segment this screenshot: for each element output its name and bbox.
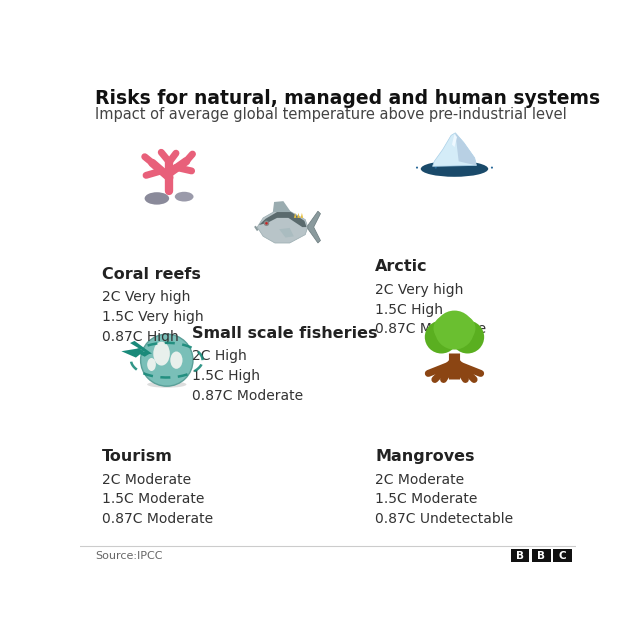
Polygon shape (433, 133, 476, 166)
Text: 0.87C Moderate: 0.87C Moderate (102, 512, 214, 526)
Text: 0.87C Moderate: 0.87C Moderate (191, 388, 303, 403)
Text: 2C Very high: 2C Very high (102, 290, 191, 304)
Polygon shape (301, 213, 303, 218)
Circle shape (433, 316, 460, 341)
Text: B: B (538, 551, 545, 561)
Ellipse shape (153, 342, 170, 365)
Circle shape (265, 222, 268, 225)
Circle shape (449, 316, 476, 341)
Polygon shape (294, 213, 296, 218)
FancyBboxPatch shape (553, 549, 572, 562)
Text: 0.87C Undetectable: 0.87C Undetectable (375, 512, 513, 526)
Text: 2C Moderate: 2C Moderate (375, 472, 464, 486)
Text: Source:IPCC: Source:IPCC (95, 551, 163, 561)
Text: Impact of average global temperature above pre-industrial level: Impact of average global temperature abo… (95, 108, 566, 122)
Text: 1.5C High: 1.5C High (191, 369, 260, 383)
Text: 2C Moderate: 2C Moderate (102, 472, 191, 486)
Polygon shape (297, 213, 300, 218)
Polygon shape (138, 351, 150, 356)
Text: 1.5C Very high: 1.5C Very high (102, 310, 204, 324)
Text: 0.87C High: 0.87C High (102, 330, 179, 344)
Circle shape (141, 334, 193, 386)
Polygon shape (130, 341, 152, 354)
Circle shape (425, 321, 458, 353)
Text: 1.5C Moderate: 1.5C Moderate (375, 492, 477, 506)
Ellipse shape (145, 192, 169, 205)
Circle shape (435, 310, 474, 349)
Ellipse shape (147, 358, 156, 371)
Polygon shape (279, 228, 294, 237)
Text: C: C (559, 551, 566, 561)
Circle shape (491, 166, 493, 169)
Polygon shape (273, 201, 291, 212)
Polygon shape (122, 349, 144, 358)
Circle shape (264, 221, 269, 226)
Text: 2C Very high: 2C Very high (375, 283, 463, 297)
FancyBboxPatch shape (511, 549, 529, 562)
Ellipse shape (420, 161, 488, 177)
Text: 0.87C Moderate: 0.87C Moderate (375, 322, 486, 336)
Text: Risks for natural, managed and human systems: Risks for natural, managed and human sys… (95, 89, 600, 108)
Ellipse shape (175, 192, 193, 202)
Text: Small scale fisheries: Small scale fisheries (191, 326, 377, 340)
Text: 1.5C High: 1.5C High (375, 303, 443, 317)
Text: Mangroves: Mangroves (375, 449, 475, 464)
Polygon shape (257, 211, 308, 243)
Text: 1.5C Moderate: 1.5C Moderate (102, 492, 205, 506)
Text: Coral reefs: Coral reefs (102, 266, 201, 282)
Circle shape (435, 166, 436, 169)
Polygon shape (259, 212, 307, 227)
Polygon shape (455, 133, 476, 166)
Text: Arctic: Arctic (375, 259, 428, 274)
Ellipse shape (147, 381, 186, 388)
Circle shape (451, 321, 484, 353)
Polygon shape (308, 211, 321, 243)
Circle shape (416, 166, 418, 169)
Ellipse shape (170, 351, 182, 369)
Polygon shape (452, 134, 457, 147)
FancyBboxPatch shape (532, 549, 550, 562)
Text: Tourism: Tourism (102, 449, 173, 464)
Text: B: B (516, 551, 524, 561)
Text: 2C High: 2C High (191, 349, 246, 364)
